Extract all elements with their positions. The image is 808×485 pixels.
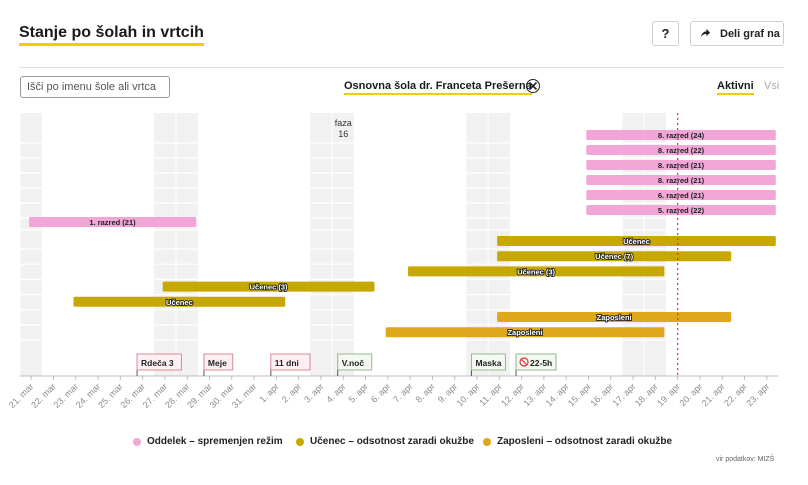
legend-item-ucenec: Učenec – odsotnost zaradi okužbe — [296, 436, 474, 447]
timeline-bar — [586, 175, 776, 185]
x-tick-label: 23. apr — [744, 381, 771, 408]
selected-school-name: Osnovna šola dr. Franceta Prešerna — [344, 80, 532, 92]
timeline-bar — [162, 281, 375, 292]
x-tick-label: 6. apr — [369, 381, 392, 404]
timeline-bar — [73, 296, 286, 307]
bar-label: Učenec (3) — [517, 267, 555, 276]
x-tick-label: 12. apr — [499, 381, 526, 408]
event-marker-label: Maska — [475, 358, 501, 368]
legend-label-zaposleni: Zaposleni – odsotnost zaradi okužbe — [497, 436, 673, 447]
page-title: Stanje po šolah in vrtcih — [19, 24, 204, 46]
x-tick-label: 8. apr — [414, 381, 437, 404]
bar-label: Učenec (3) — [250, 283, 288, 292]
x-tick-label: 7. apr — [391, 381, 414, 404]
help-label: ? — [661, 26, 670, 41]
divider — [19, 67, 784, 68]
timeline-bar — [586, 145, 776, 155]
school-underline — [344, 93, 532, 95]
bar-label: 8. razred (22) — [658, 146, 705, 155]
bar-label: 6. razred (21) — [658, 191, 705, 200]
clear-selection-button[interactable] — [526, 79, 540, 93]
selected-school[interactable]: Osnovna šola dr. Franceta Prešerna — [344, 80, 532, 95]
timeline-bar — [407, 266, 665, 277]
share-button[interactable]: Deli graf na — [690, 21, 784, 46]
x-tick-label: 15. apr — [566, 381, 593, 408]
timeline-bar — [385, 327, 665, 338]
source-note: vir podatkov: MIZŠ — [716, 456, 775, 463]
page-title-text: Stanje po šolah in vrtcih — [19, 24, 204, 41]
x-tick-label: 1. apr — [257, 381, 280, 404]
bar-label: Zaposleni — [507, 328, 542, 337]
timeline-bar — [586, 205, 776, 215]
x-tick-label: 3. apr — [302, 381, 325, 404]
bar-label: Učenec — [166, 298, 193, 307]
bar-label: 8. razred (21) — [658, 161, 705, 170]
bar-label: Učenec (7) — [595, 252, 633, 261]
event-marker-box — [203, 353, 234, 371]
legend-swatch-oddelek — [133, 437, 141, 446]
event-marker-label: Meje — [208, 358, 227, 368]
event-marker-box — [136, 353, 182, 371]
timeline-bar — [497, 251, 732, 262]
timeline-bar — [586, 190, 776, 200]
toggle-active-label: Aktivni — [717, 80, 754, 92]
legend-swatch-zaposleni — [483, 437, 491, 446]
legend-swatch-ucenec — [296, 437, 304, 446]
x-tick-label: 10. apr — [455, 381, 482, 408]
x-tick-label: 18. apr — [633, 381, 660, 408]
x-tick-label: 14. apr — [544, 381, 571, 408]
legend-label-oddelek: Oddelek – spremenjen režim — [147, 436, 283, 447]
close-icon — [529, 82, 537, 90]
x-tick-label: 17. apr — [611, 381, 638, 408]
legend-label-ucenec: Učenec – odsotnost zaradi okužbe — [310, 436, 474, 447]
x-tick-label: 11. apr — [477, 381, 503, 407]
timeline-bar — [28, 217, 197, 227]
event-marker-label: V.noč — [342, 358, 365, 368]
bar-label: Učenec — [623, 237, 650, 246]
event-marker-label: 11 dni — [275, 358, 299, 368]
timeline-bar — [497, 312, 732, 322]
share-icon — [700, 28, 711, 38]
toggle-active[interactable]: Aktivni — [717, 80, 754, 95]
legend-item-oddelek: Oddelek – spremenjen režim — [133, 436, 283, 447]
toggle-all[interactable]: Vsi — [764, 80, 779, 92]
help-button[interactable]: ? — [652, 21, 679, 46]
timeline-bar — [586, 160, 776, 170]
title-underline — [19, 43, 204, 46]
bar-label: 8. razred (24) — [658, 131, 705, 140]
event-marker-box — [470, 353, 506, 371]
legend-item-zaposleni: Zaposleni – odsotnost zaradi okužbe — [483, 436, 672, 447]
timeline-bar — [586, 130, 776, 140]
bar-label: 1. razred (21) — [89, 218, 136, 227]
bar-label: Zaposleni — [597, 313, 632, 322]
no-entry-icon-slash — [520, 358, 528, 366]
bar-label: 8. razred (21) — [658, 176, 705, 185]
event-marker-box — [337, 353, 373, 371]
x-tick-label: 4. apr — [324, 381, 347, 404]
bar-label: 5. razred (22) — [658, 206, 705, 215]
x-tick-label: 22. apr — [722, 381, 749, 408]
toggle-underline — [717, 93, 754, 95]
x-tick-label: 31. mar — [230, 381, 259, 410]
toggle-all-label: Vsi — [764, 80, 780, 92]
timeline-bar — [497, 236, 776, 246]
event-marker-box — [270, 353, 311, 371]
x-tick-label: 20. apr — [677, 381, 704, 408]
x-tick-label: 13. apr — [521, 381, 548, 408]
search-input[interactable] — [20, 76, 170, 98]
event-marker-label: Rdeča 3 — [141, 358, 174, 368]
x-tick-label: 19. apr — [655, 381, 682, 408]
x-tick-label: 5. apr — [347, 381, 370, 404]
event-marker-label: 22-5h — [530, 358, 552, 368]
x-tick-label: 16. apr — [588, 381, 615, 408]
share-label: Deli graf na — [720, 27, 780, 40]
x-tick-label: 21. apr — [700, 381, 727, 408]
x-tick-label: 2. apr — [280, 381, 303, 404]
phase-label: faza — [335, 118, 352, 128]
phase-value: 16 — [338, 129, 348, 139]
weekend-band — [20, 113, 43, 376]
